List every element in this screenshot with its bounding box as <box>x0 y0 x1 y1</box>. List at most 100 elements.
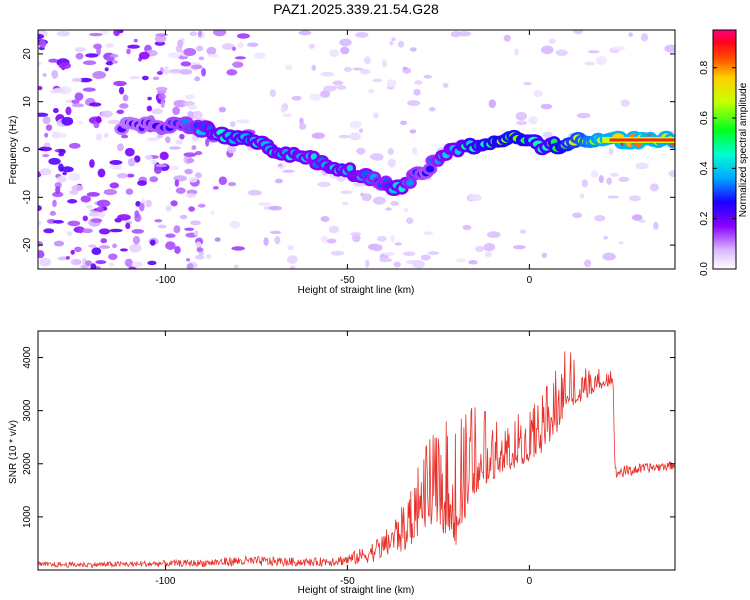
noise-blob <box>520 229 526 234</box>
noise-blob <box>89 159 95 168</box>
noise-blob <box>67 172 81 182</box>
noise-blob <box>602 252 616 261</box>
noise-blob <box>125 188 134 195</box>
noise-blob <box>356 147 366 155</box>
noise-blob <box>185 193 197 198</box>
noise-blob <box>61 166 74 173</box>
noise-blob <box>581 179 589 188</box>
noise-blob <box>38 146 52 152</box>
noise-blob <box>387 158 396 168</box>
noise-blob <box>188 206 196 212</box>
noise-blob <box>173 225 181 234</box>
noise-blob <box>280 104 286 113</box>
noise-blob <box>134 210 140 218</box>
noise-blob <box>172 106 180 116</box>
noise-blob <box>376 235 387 242</box>
noise-blob <box>274 235 281 245</box>
noise-blob <box>179 214 188 220</box>
noise-blob <box>187 104 198 110</box>
noise-blob <box>145 199 153 208</box>
noise-blob <box>167 52 181 59</box>
noise-blob <box>155 33 168 37</box>
noise-blob <box>618 241 624 245</box>
x-tick-label: 0 <box>527 275 533 286</box>
noise-blob <box>116 109 125 115</box>
noise-blob <box>487 231 501 238</box>
noise-blob <box>381 59 388 68</box>
noise-blob <box>287 245 294 251</box>
noise-blob <box>340 46 350 55</box>
noise-blob <box>232 61 244 68</box>
noise-blob <box>177 39 184 48</box>
noise-blob <box>169 165 180 171</box>
noise-blob <box>95 133 103 141</box>
noise-blob <box>309 93 322 101</box>
noise-blob <box>541 252 548 259</box>
noise-blob <box>402 251 416 257</box>
noise-blob <box>365 259 370 268</box>
noise-blob <box>468 260 478 265</box>
noise-blob <box>234 56 246 60</box>
noise-blob <box>98 228 111 235</box>
noise-blob <box>378 257 393 263</box>
noise-blob <box>121 134 129 139</box>
noise-blob <box>100 110 113 118</box>
ridge-core <box>425 165 435 173</box>
noise-blob <box>320 71 335 77</box>
noise-blob <box>373 112 379 119</box>
noise-blob <box>587 50 600 54</box>
noise-blob <box>533 90 543 98</box>
noise-blob <box>139 202 145 212</box>
noise-blob <box>414 80 423 85</box>
noise-blob <box>668 170 675 178</box>
noise-blob <box>110 54 119 58</box>
noise-blob <box>52 199 57 208</box>
noise-blob <box>308 43 315 49</box>
noise-blob <box>109 160 123 165</box>
noise-blob <box>246 42 259 47</box>
snr-line <box>38 351 675 569</box>
noise-blob <box>229 121 236 128</box>
noise-blob <box>175 187 186 194</box>
noise-blob <box>117 214 131 221</box>
y-tick-label: 2000 <box>22 452 33 475</box>
noise-blob <box>196 45 204 52</box>
noise-blob <box>603 235 608 240</box>
noise-blob <box>131 228 144 234</box>
noise-blob <box>336 85 347 90</box>
noise-blob <box>152 76 160 81</box>
noise-blob <box>247 189 262 196</box>
colorbar <box>712 29 737 270</box>
noise-blob <box>127 157 136 167</box>
noise-blob <box>540 103 553 110</box>
noise-blob <box>361 193 372 202</box>
noise-blob <box>105 43 114 48</box>
noise-blob <box>201 67 206 77</box>
noise-blob <box>269 89 277 98</box>
noise-blob <box>320 215 330 223</box>
noise-blob <box>516 120 528 126</box>
noise-blob <box>38 33 45 40</box>
noise-blob <box>542 131 553 139</box>
noise-blob <box>391 37 396 42</box>
noise-blob <box>99 245 111 249</box>
noise-blob <box>78 77 93 83</box>
noise-blob <box>372 244 383 252</box>
noise-blob <box>78 227 84 234</box>
noise-blob <box>103 133 109 138</box>
noise-blob <box>95 260 107 265</box>
noise-blob <box>635 162 649 170</box>
noise-blob <box>360 69 371 75</box>
noise-blob <box>109 182 120 189</box>
noise-blob <box>523 82 533 86</box>
noise-blob <box>66 231 72 237</box>
noise-blob <box>163 68 170 75</box>
noise-blob <box>81 228 93 234</box>
noise-blob <box>119 248 128 252</box>
noise-blob <box>158 93 166 101</box>
noise-blob <box>59 133 67 138</box>
noise-blob <box>231 246 245 251</box>
noise-blob <box>263 237 269 246</box>
noise-blob <box>146 137 160 142</box>
noise-blob <box>369 153 383 161</box>
